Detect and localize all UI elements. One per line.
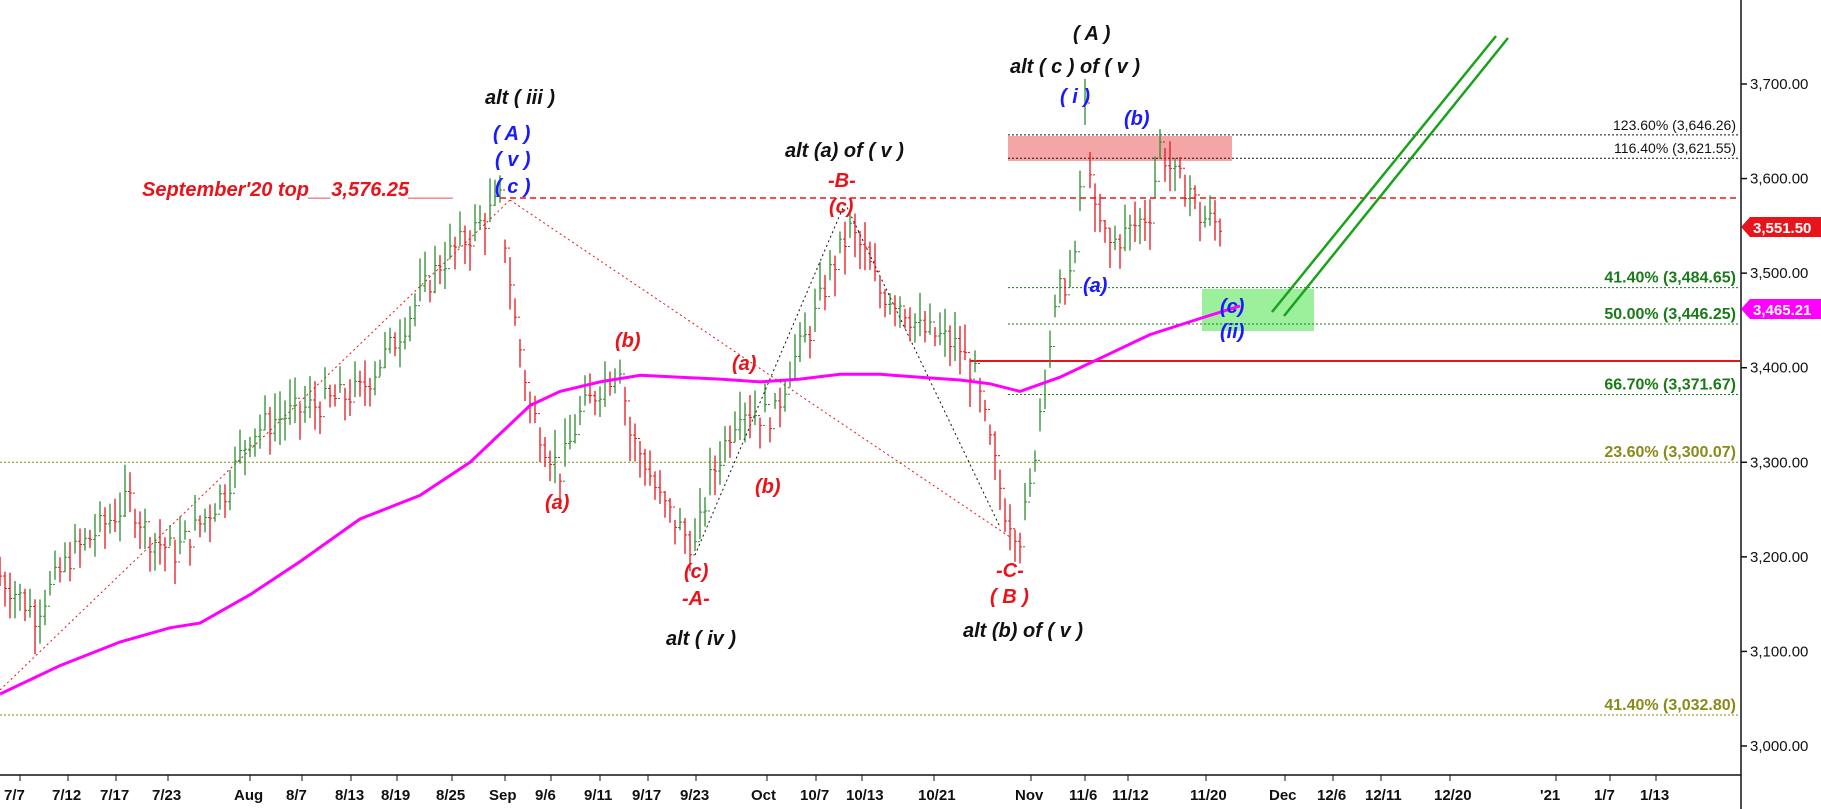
september-top-label: September'20 top__3,576.25____	[142, 179, 454, 201]
fib-level-label: 41.40% (3,032.80)	[1604, 697, 1736, 714]
fibonacci-levels: 123.60% (3,646.26) 116.40% (3,621.55) 41.4…	[0, 117, 1740, 716]
annotation-red-a-sep: (a)	[545, 492, 570, 514]
x-tick-label: 8/7	[286, 787, 307, 804]
x-tick-label: 12/6	[1317, 787, 1346, 804]
x-tick-label: 11/20	[1190, 787, 1227, 804]
x-tick-label: 11/6	[1069, 787, 1097, 804]
annotation-red-b-sep: (b)	[615, 330, 641, 352]
annotation-red-c-A: (c)	[684, 561, 709, 583]
x-tick-label: 9/6	[535, 787, 556, 804]
last-price-flag: 3,551.50	[1741, 217, 1821, 237]
x-tick-label: 10/7	[800, 787, 829, 804]
projection-line-2	[1283, 37, 1509, 317]
x-tick-label: 1/13	[1640, 787, 1669, 804]
x-tick-label: 7/17	[100, 787, 129, 804]
y-tick-label: 3,500.00	[1750, 265, 1808, 282]
x-tick-label: Aug	[234, 787, 263, 804]
x-tick-label: 8/19	[381, 787, 410, 804]
last-price-label: 3,551.50	[1753, 220, 1811, 237]
x-axis-ticks: 7/7 7/12 7/17 7/23 Aug 8/7 8/13 8/19 8/25 Sep 9/6 9…	[4, 775, 1669, 804]
annotation-alt-c-of-v: alt ( c ) of ( v )	[1010, 56, 1140, 78]
x-tick-label: 12/11	[1365, 787, 1402, 804]
projection-line-1	[1271, 35, 1497, 313]
x-tick-label: 7/7	[4, 787, 25, 804]
x-tick-label: '21	[1540, 787, 1560, 804]
annotation-red-c-B: (c)	[829, 196, 854, 218]
x-tick-label: 10/13	[846, 787, 884, 804]
y-tick-label: 3,100.00	[1750, 643, 1808, 660]
annotation-C: -C-	[996, 560, 1024, 582]
y-tick-label: 3,700.00	[1750, 76, 1808, 93]
annotation-alt-iii: alt ( iii )	[485, 87, 555, 109]
moving-average-line	[0, 304, 1241, 696]
annotation-red-b-oct: (b)	[755, 476, 781, 498]
wave-annotations: ( A ) alt ( c ) of ( v ) ( i ) (b) (a) (…	[485, 23, 1245, 650]
fib-level-label: 41.40% (3,484.65)	[1604, 270, 1736, 287]
annotation-red-a-oct: (a)	[732, 353, 757, 375]
annotation-blue-c-top: ( c )	[495, 176, 531, 198]
x-tick-label: 9/17	[632, 787, 661, 804]
x-tick-label: 9/11	[584, 787, 612, 804]
annotation-alt-a-of-v: alt (a) of ( v )	[785, 140, 904, 162]
x-tick-label: 7/12	[52, 787, 81, 804]
x-tick-label: 8/13	[335, 787, 364, 804]
annotation-ii: (ii)	[1220, 321, 1245, 343]
x-tick-label: 10/21	[918, 787, 956, 804]
y-axis-ticks: 3,000.00 3,100.00 3,200.00 3,300.00 3,400.00…	[1741, 76, 1808, 755]
x-tick-label: 12/20	[1434, 787, 1472, 804]
x-tick-label: Dec	[1269, 787, 1297, 804]
annotation-blue-b: (b)	[1124, 108, 1150, 130]
annotation-blue-a: (a)	[1083, 275, 1108, 297]
fib-level-label: 66.70% (3,371.67)	[1604, 377, 1736, 394]
x-tick-label: 7/23	[152, 787, 181, 804]
y-tick-label: 3,600.00	[1750, 171, 1808, 188]
x-tick-label: Nov	[1015, 787, 1044, 804]
y-tick-label: 3,400.00	[1750, 360, 1808, 377]
x-tick-label: Oct	[751, 787, 776, 804]
x-tick-label: 1/7	[1594, 787, 1615, 804]
x-tick-label: 9/23	[680, 787, 709, 804]
moving-average-value-label: 3,465.21	[1753, 302, 1811, 319]
annotation-alt-iv: alt ( iv )	[666, 628, 736, 650]
moving-average-flag: 3,465.21	[1741, 299, 1821, 319]
x-tick-label: Sep	[489, 787, 517, 804]
price-bars	[0, 78, 1222, 655]
fib-level-label: 23.60% (3,300.07)	[1604, 444, 1736, 461]
annotation-blue-A: ( A )	[493, 123, 531, 145]
annotation-A: -A-	[682, 588, 710, 610]
annotation-alt-b-of-v: alt (b) of ( v )	[963, 620, 1083, 642]
y-tick-label: 3,000.00	[1750, 738, 1808, 755]
annotation-red-B: ( B )	[990, 586, 1029, 608]
annotation-blue-v: ( v )	[495, 149, 531, 171]
x-tick-label: 11/12	[1112, 787, 1149, 804]
fib-level-label: 116.40% (3,621.55)	[1614, 140, 1736, 156]
annotation-blue-c: (c)	[1220, 296, 1245, 318]
annotation-top-A: ( A )	[1073, 23, 1111, 45]
y-tick-label: 3,300.00	[1750, 454, 1808, 471]
x-tick-label: 8/25	[436, 787, 465, 804]
fib-level-label: 50.00% (3,446.25)	[1604, 306, 1736, 323]
y-tick-label: 3,200.00	[1750, 549, 1808, 566]
wave-guide-2	[509, 199, 1011, 538]
wave-guide-3	[694, 202, 846, 556]
annotation-B: -B-	[828, 170, 856, 192]
target-zone	[1202, 289, 1314, 331]
fib-level-label: 123.60% (3,646.26)	[1613, 117, 1736, 133]
annotation-i: ( i )	[1060, 86, 1090, 108]
resistance-zone	[1008, 136, 1232, 161]
